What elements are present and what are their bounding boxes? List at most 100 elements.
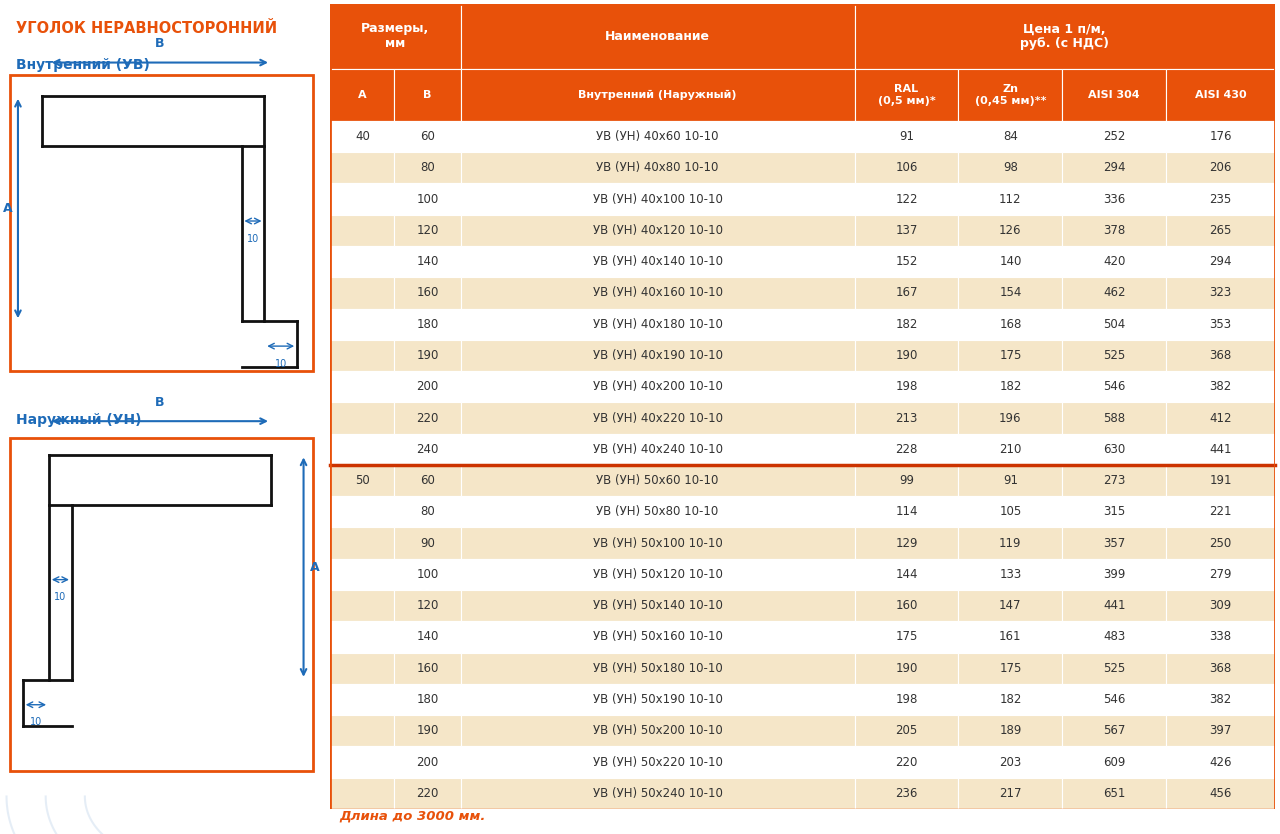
Bar <box>959 777 1062 809</box>
Text: 98: 98 <box>1004 161 1018 174</box>
Text: 546: 546 <box>1103 380 1125 393</box>
Text: 336: 336 <box>1103 193 1125 205</box>
Bar <box>394 152 461 183</box>
Bar <box>959 68 1062 121</box>
Bar <box>394 121 461 152</box>
Text: 368: 368 <box>1210 349 1231 362</box>
Bar <box>330 214 394 246</box>
Bar <box>394 652 461 684</box>
Text: УВ (УН) 40х80 10-10: УВ (УН) 40х80 10-10 <box>596 161 719 174</box>
Text: УВ (УН) 50х200 10-10: УВ (УН) 50х200 10-10 <box>593 724 722 737</box>
Text: 441: 441 <box>1210 443 1231 456</box>
Text: 196: 196 <box>1000 411 1021 425</box>
Bar <box>394 183 461 214</box>
Bar <box>330 559 394 590</box>
Text: 200: 200 <box>416 756 439 769</box>
Text: 190: 190 <box>895 349 918 362</box>
Bar <box>855 4 1275 68</box>
Text: 190: 190 <box>416 724 439 737</box>
Text: 10: 10 <box>275 359 287 369</box>
Bar <box>394 559 461 590</box>
Bar <box>330 152 394 183</box>
Text: 206: 206 <box>1210 161 1231 174</box>
Text: Внутренний (Наружный): Внутренний (Наружный) <box>579 90 737 100</box>
Bar <box>330 339 394 371</box>
Bar <box>855 434 959 465</box>
Text: УВ (УН) 50х220 10-10: УВ (УН) 50х220 10-10 <box>593 756 722 769</box>
Bar <box>394 684 461 715</box>
Text: 588: 588 <box>1103 411 1125 425</box>
Text: 175: 175 <box>895 631 918 644</box>
Bar <box>330 496 394 527</box>
Text: 378: 378 <box>1103 224 1125 237</box>
Bar <box>1062 183 1166 214</box>
Bar <box>1166 152 1275 183</box>
Bar <box>1062 746 1166 777</box>
Bar <box>855 559 959 590</box>
Text: 220: 220 <box>416 786 439 800</box>
Text: 315: 315 <box>1103 505 1125 519</box>
Text: 160: 160 <box>416 286 439 299</box>
Text: 294: 294 <box>1103 161 1125 174</box>
Text: Размеры,
мм: Размеры, мм <box>361 23 430 50</box>
Bar <box>330 309 394 339</box>
Bar <box>330 434 394 465</box>
Bar <box>959 621 1062 652</box>
Text: 119: 119 <box>1000 536 1021 550</box>
Bar <box>1062 214 1166 246</box>
Text: 120: 120 <box>416 599 439 612</box>
Text: 161: 161 <box>1000 631 1021 644</box>
Bar <box>330 277 394 309</box>
Text: 60: 60 <box>420 130 435 143</box>
Text: 252: 252 <box>1103 130 1125 143</box>
Bar <box>330 371 394 402</box>
Bar <box>959 465 1062 496</box>
Bar <box>959 434 1062 465</box>
Bar <box>855 371 959 402</box>
Text: 91: 91 <box>899 130 914 143</box>
Text: 182: 182 <box>1000 693 1021 706</box>
Text: 106: 106 <box>895 161 918 174</box>
Text: УВ (УН) 40х140 10-10: УВ (УН) 40х140 10-10 <box>593 255 722 268</box>
Bar <box>461 214 855 246</box>
Bar <box>461 621 855 652</box>
Text: 198: 198 <box>895 380 918 393</box>
Bar <box>1062 246 1166 277</box>
Bar <box>1062 590 1166 621</box>
Bar <box>959 715 1062 746</box>
Text: 140: 140 <box>416 631 439 644</box>
Text: УВ (УН) 40х160 10-10: УВ (УН) 40х160 10-10 <box>593 286 722 299</box>
Bar <box>1062 121 1166 152</box>
Bar <box>461 434 855 465</box>
Bar <box>1166 434 1275 465</box>
Bar <box>959 214 1062 246</box>
Bar <box>461 496 855 527</box>
Text: 100: 100 <box>416 193 439 205</box>
Bar <box>461 68 855 121</box>
Text: 483: 483 <box>1103 631 1125 644</box>
Text: УВ (УН) 40х100 10-10: УВ (УН) 40х100 10-10 <box>593 193 722 205</box>
Bar <box>1062 402 1166 434</box>
Bar <box>10 438 314 771</box>
Bar <box>1062 684 1166 715</box>
Bar <box>959 652 1062 684</box>
Bar <box>461 465 855 496</box>
Text: 10: 10 <box>29 717 42 727</box>
Bar <box>1166 371 1275 402</box>
Text: 182: 182 <box>895 318 918 330</box>
Text: 294: 294 <box>1210 255 1231 268</box>
Text: 176: 176 <box>1210 130 1231 143</box>
Text: УВ (УН) 50х140 10-10: УВ (УН) 50х140 10-10 <box>593 599 722 612</box>
Text: AISI 430: AISI 430 <box>1194 90 1247 100</box>
Text: 154: 154 <box>1000 286 1021 299</box>
Text: УВ (УН) 50х160 10-10: УВ (УН) 50х160 10-10 <box>593 631 722 644</box>
Text: Наименование: Наименование <box>605 30 710 43</box>
Bar <box>394 621 461 652</box>
Text: 210: 210 <box>1000 443 1021 456</box>
Text: УВ (УН) 50х60 10-10: УВ (УН) 50х60 10-10 <box>596 474 719 487</box>
Text: Цена 1 п/м,
руб. (с НДС): Цена 1 п/м, руб. (с НДС) <box>1020 23 1110 50</box>
Bar <box>855 121 959 152</box>
Text: 338: 338 <box>1210 631 1231 644</box>
Bar <box>1166 465 1275 496</box>
Text: 441: 441 <box>1103 599 1125 612</box>
